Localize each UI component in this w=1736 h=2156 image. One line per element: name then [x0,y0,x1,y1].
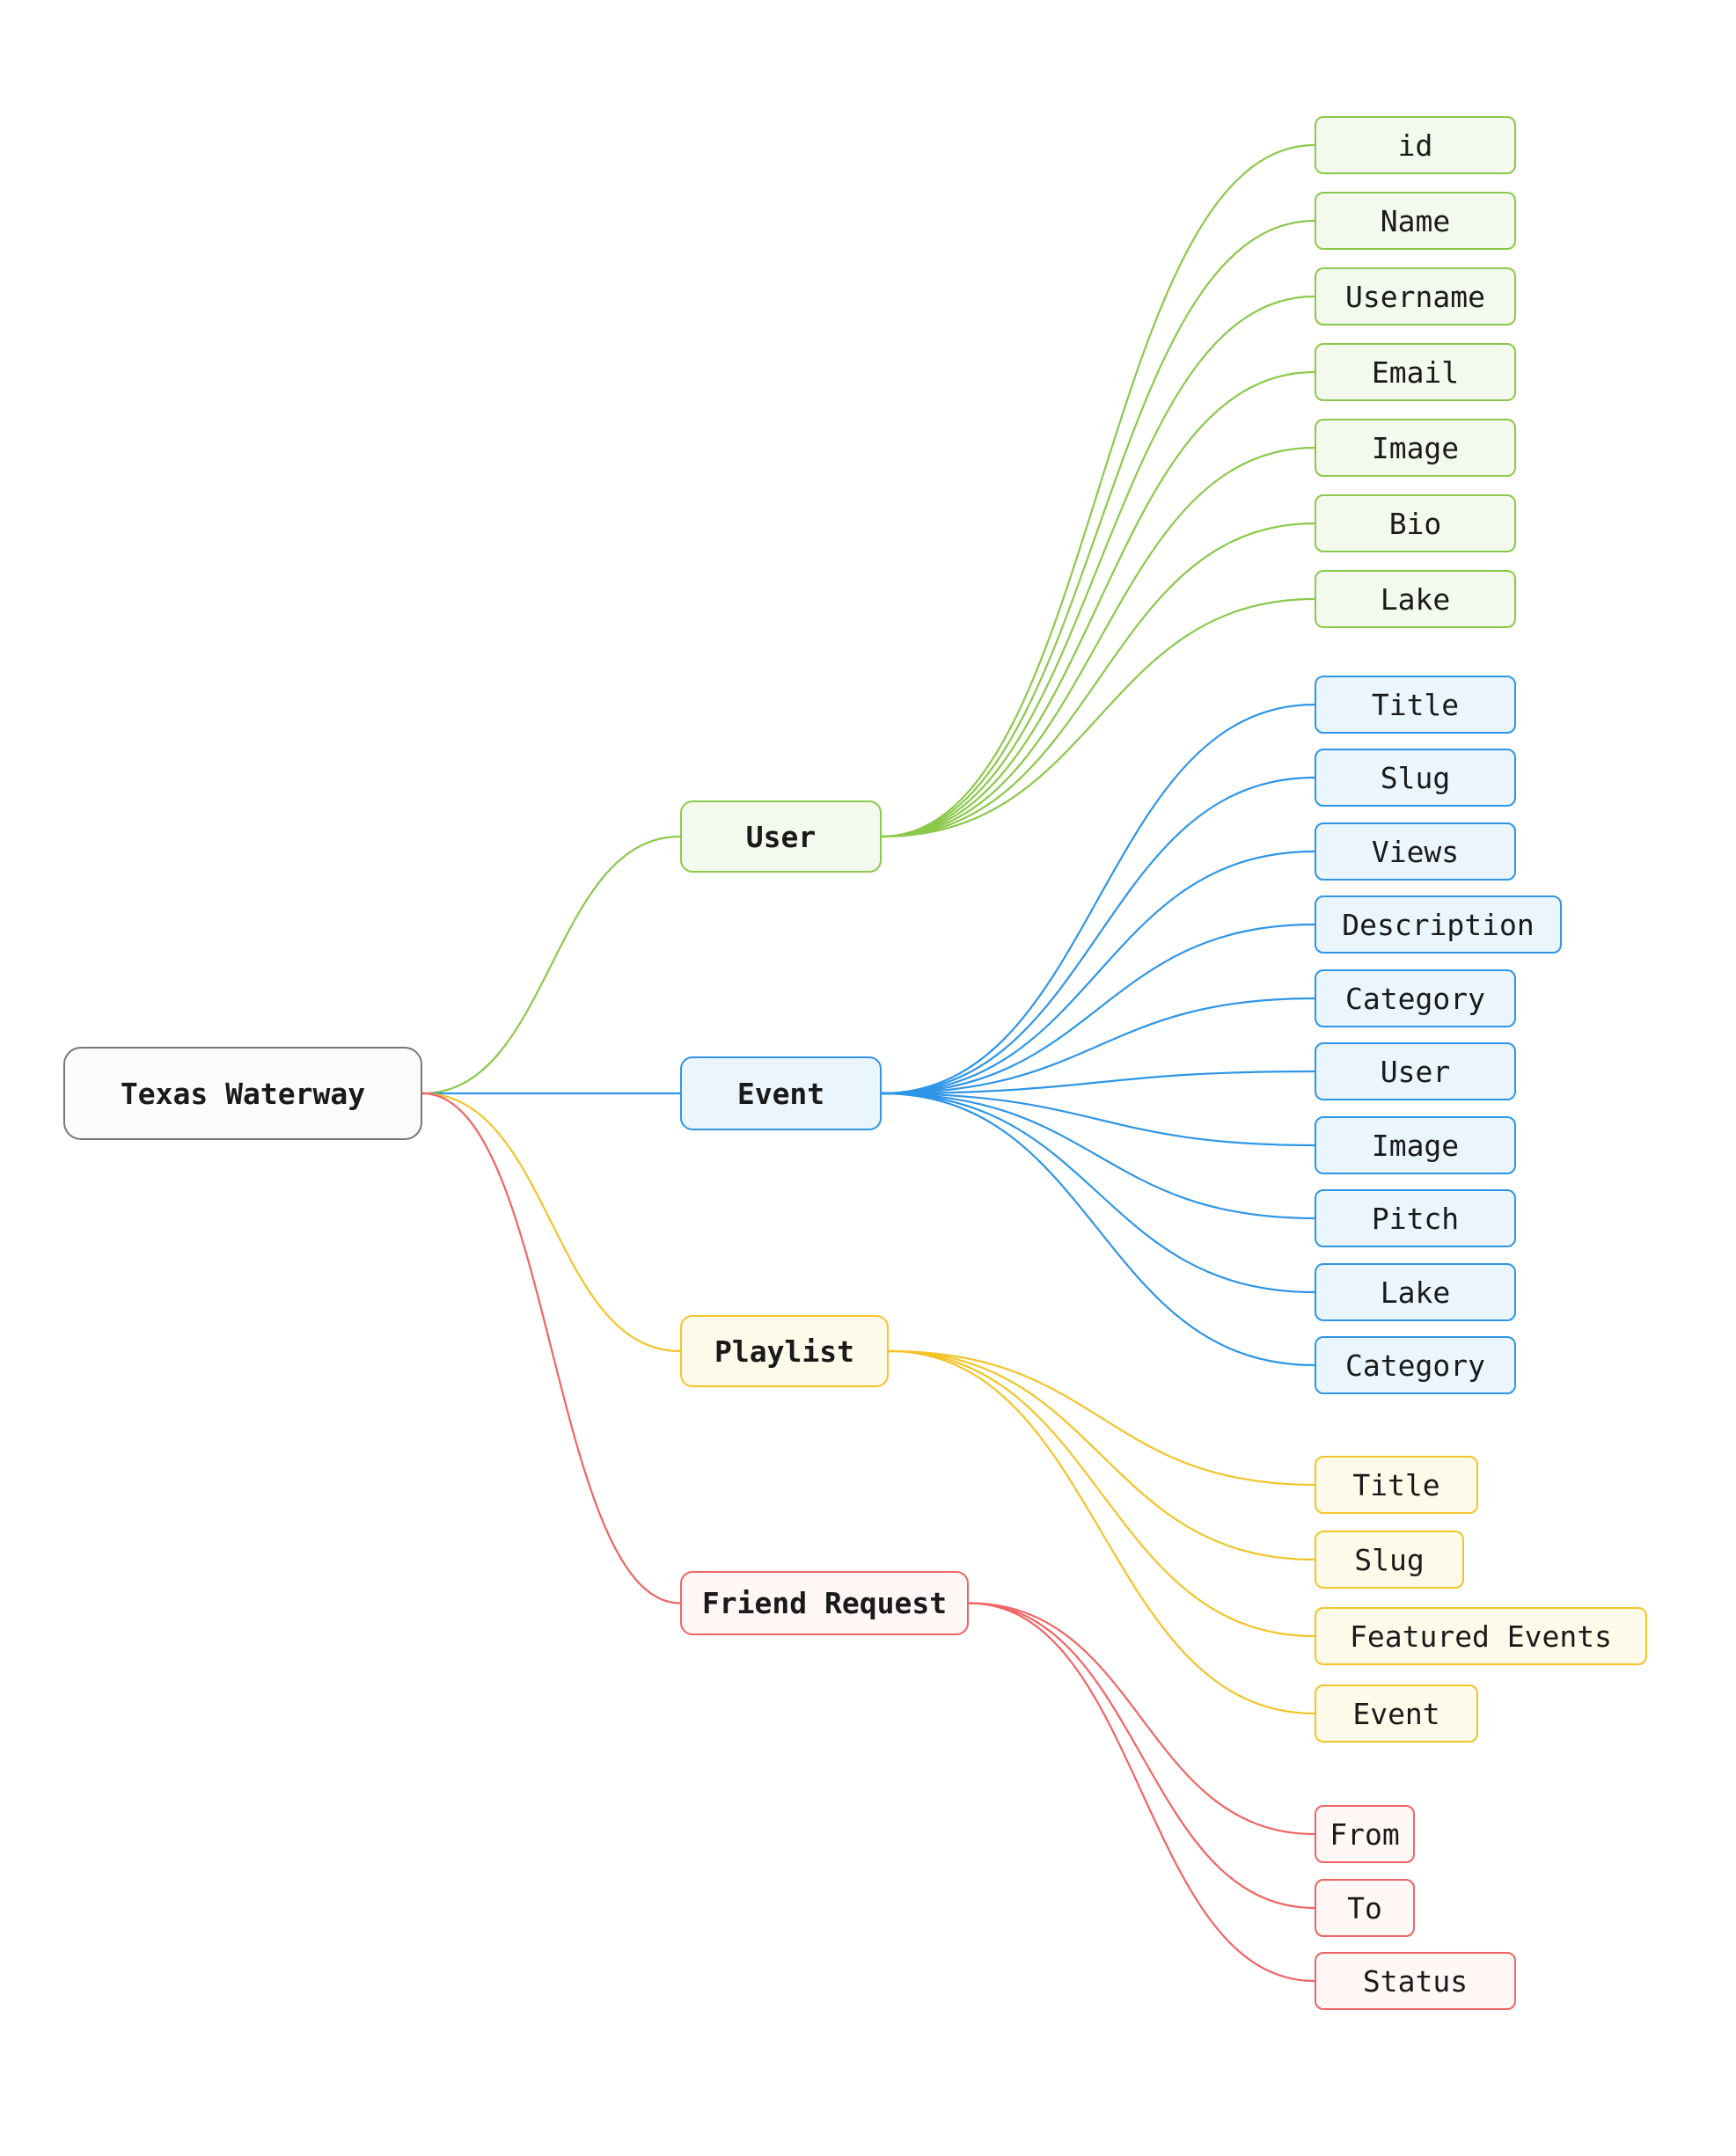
connector-branch-2-field-1 [888,1349,1315,1561]
connector-branch-1-field-2 [881,850,1315,1095]
connector-branch-3-field-1 [968,1602,1315,1910]
connector-branch-0-field-5 [881,522,1315,838]
connector-branch-0-field-2 [881,295,1315,838]
connector-branch-3-field-2 [968,1602,1315,1983]
connector-branch-0-field-3 [881,370,1315,838]
connector-branch-1-field-5 [881,1070,1315,1095]
connector-branch-3-field-0 [968,1602,1315,1836]
connector-root-to-branch-2 [421,1092,681,1353]
connector-branch-0-field-4 [881,446,1315,838]
root-node[interactable]: Texas Waterway [63,1047,422,1140]
field-node-friend-request-to[interactable]: To [1315,1879,1415,1937]
field-node-user-bio[interactable]: Bio [1315,494,1516,552]
connector-branch-1-field-0 [881,703,1315,1095]
field-node-playlist-title[interactable]: Title [1315,1456,1478,1514]
connector-branch-0-field-6 [881,597,1315,838]
branch-node-event[interactable]: Event [680,1056,882,1130]
connector-root-to-branch-0 [421,835,681,1095]
field-node-playlist-featured-events[interactable]: Featured Events [1315,1607,1647,1665]
connector-branch-1-field-9 [881,1092,1315,1367]
field-node-user-name[interactable]: Name [1315,192,1516,250]
field-node-friend-request-from[interactable]: From [1315,1805,1415,1863]
field-node-user-username[interactable]: Username [1315,267,1516,325]
branch-node-playlist[interactable]: Playlist [680,1315,889,1387]
field-node-event-views[interactable]: Views [1315,822,1516,881]
field-node-event-slug[interactable]: Slug [1315,749,1516,807]
connector-branch-1-field-6 [881,1092,1315,1147]
field-node-event-category-2[interactable]: Category [1315,1336,1516,1394]
branch-node-user[interactable]: User [680,800,882,873]
field-node-playlist-event[interactable]: Event [1315,1685,1478,1743]
field-node-friend-request-status[interactable]: Status [1315,1952,1516,2010]
connector-branch-2-field-0 [888,1349,1315,1487]
field-node-event-lake[interactable]: Lake [1315,1263,1516,1321]
connector-root-to-branch-3 [421,1092,681,1604]
connector-branch-0-field-0 [881,143,1315,838]
field-node-event-category[interactable]: Category [1315,969,1516,1027]
connector-branch-2-field-3 [888,1349,1315,1715]
connector-branch-1-field-7 [881,1092,1315,1220]
field-node-user-id[interactable]: id [1315,116,1516,174]
connector-branch-2-field-2 [888,1349,1315,1638]
field-node-event-description[interactable]: Description [1315,895,1562,954]
branch-node-friend-request[interactable]: Friend Request [680,1571,969,1635]
field-node-playlist-slug[interactable]: Slug [1315,1531,1464,1589]
field-node-user-email[interactable]: Email [1315,343,1516,401]
connector-branch-0-field-1 [881,219,1315,838]
connector-branch-1-field-8 [881,1092,1315,1294]
connector-branch-1-field-4 [881,997,1315,1095]
field-node-event-user[interactable]: User [1315,1042,1516,1100]
connector-branch-1-field-3 [881,923,1315,1095]
connector-branch-1-field-1 [881,776,1315,1095]
field-node-user-lake[interactable]: Lake [1315,570,1516,628]
field-node-event-title[interactable]: Title [1315,676,1516,734]
field-node-event-image[interactable]: Image [1315,1116,1516,1174]
field-node-event-pitch[interactable]: Pitch [1315,1189,1516,1247]
field-node-user-image[interactable]: Image [1315,419,1516,477]
